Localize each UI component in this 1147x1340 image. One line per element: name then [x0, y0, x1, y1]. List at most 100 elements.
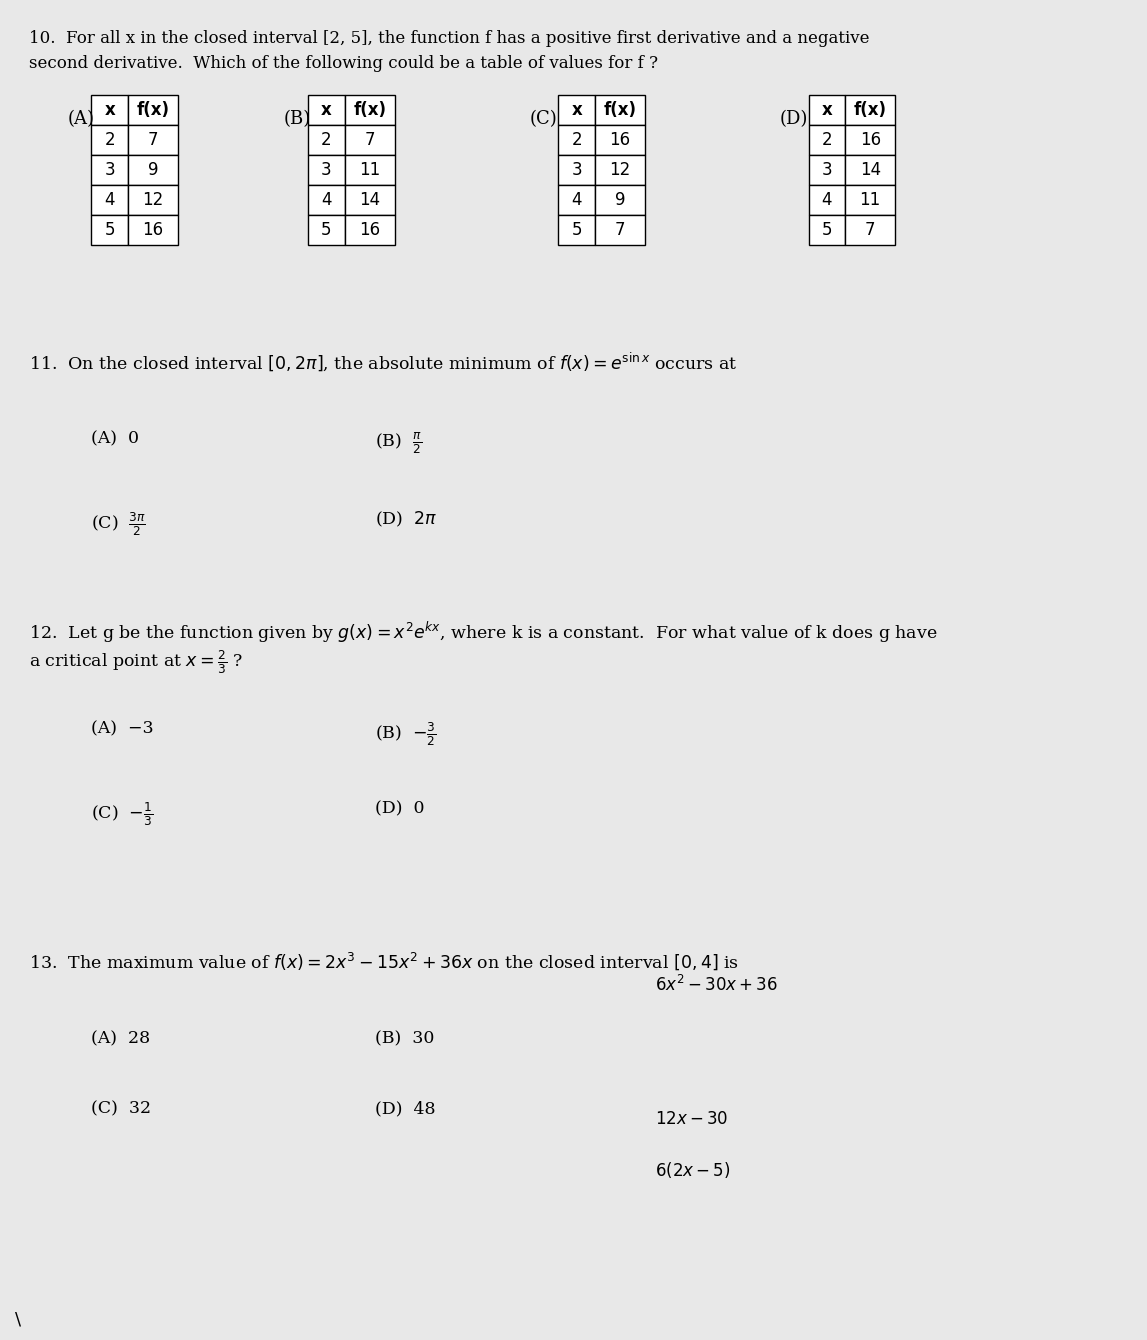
Bar [128, 214, 178, 245]
Bar [845, 95, 896, 125]
Text: 5: 5 [104, 221, 115, 239]
Text: f(x): f(x) [136, 100, 170, 119]
Text: 3: 3 [821, 161, 833, 180]
Bar [595, 95, 645, 125]
Text: 2: 2 [571, 131, 582, 149]
Text: 5: 5 [821, 221, 833, 239]
Bar [128, 125, 178, 155]
Bar [595, 214, 645, 245]
Bar [595, 125, 645, 155]
Bar [595, 185, 645, 214]
Text: x: x [571, 100, 582, 119]
Text: (D)  $2\pi$: (D) $2\pi$ [375, 511, 438, 529]
Text: 2: 2 [104, 131, 115, 149]
Text: 9: 9 [148, 161, 158, 180]
Text: x: x [104, 100, 115, 119]
Text: 12: 12 [609, 161, 631, 180]
Text: 10.  For all x in the closed interval [2, 5], the function f has a positive firs: 10. For all x in the closed interval [2,… [29, 29, 869, 47]
Text: 12: 12 [142, 192, 164, 209]
Text: $6(2x - 5)$: $6(2x - 5)$ [655, 1160, 731, 1181]
Bar [128, 155, 178, 185]
Text: x: x [321, 100, 331, 119]
Text: (A): (A) [68, 110, 94, 129]
Bar [92, 214, 128, 245]
Text: (D)  48: (D) 48 [375, 1100, 436, 1118]
Bar [809, 185, 845, 214]
Bar [309, 155, 344, 185]
Bar [845, 125, 896, 155]
Text: 4: 4 [821, 192, 833, 209]
Text: $12x - 30$: $12x - 30$ [655, 1110, 728, 1128]
Text: 5: 5 [571, 221, 582, 239]
Text: 11.  On the closed interval $[0, 2\pi]$, the absolute minimum of $f(x) = e^{\sin: 11. On the closed interval $[0, 2\pi]$, … [29, 350, 738, 373]
Text: (D): (D) [780, 110, 809, 129]
Text: (A)  0: (A) 0 [92, 430, 140, 448]
Text: $\backslash$: $\backslash$ [15, 1311, 23, 1328]
Text: (D)  0: (D) 0 [375, 800, 424, 817]
Text: 4: 4 [104, 192, 115, 209]
Bar [559, 125, 595, 155]
Text: 7: 7 [365, 131, 375, 149]
Bar [344, 95, 395, 125]
Bar [344, 185, 395, 214]
Text: f(x): f(x) [353, 100, 387, 119]
Text: f(x): f(x) [603, 100, 637, 119]
Bar [845, 214, 896, 245]
Text: 9: 9 [615, 192, 625, 209]
Bar [809, 125, 845, 155]
Bar [559, 95, 595, 125]
Text: 12.  Let g be the function given by $g(x) = x^2 e^{kx}$, where k is a constant. : 12. Let g be the function given by $g(x)… [29, 620, 937, 645]
Bar [809, 155, 845, 185]
Text: 14: 14 [859, 161, 881, 180]
Text: (C)  32: (C) 32 [92, 1100, 151, 1118]
Bar [559, 185, 595, 214]
Text: 11: 11 [859, 192, 881, 209]
Bar [309, 95, 344, 125]
Text: 14: 14 [359, 192, 380, 209]
Bar [92, 185, 128, 214]
Text: 16: 16 [859, 131, 881, 149]
Text: (B)  30: (B) 30 [375, 1030, 435, 1047]
Text: (A)  −3: (A) −3 [92, 720, 154, 737]
Bar [845, 185, 896, 214]
Text: 4: 4 [321, 192, 331, 209]
Text: 16: 16 [609, 131, 631, 149]
Text: 11: 11 [359, 161, 381, 180]
Text: 7: 7 [148, 131, 158, 149]
Text: (B)  $-\frac{3}{2}$: (B) $-\frac{3}{2}$ [375, 720, 437, 748]
Text: 4: 4 [571, 192, 582, 209]
Text: 3: 3 [104, 161, 115, 180]
Bar [344, 125, 395, 155]
Text: 3: 3 [321, 161, 331, 180]
Text: (B): (B) [284, 110, 311, 129]
Bar [595, 155, 645, 185]
Text: 7: 7 [865, 221, 875, 239]
Text: (C)  $-\frac{1}{3}$: (C) $-\frac{1}{3}$ [92, 800, 154, 828]
Bar [809, 95, 845, 125]
Bar [309, 214, 344, 245]
Text: 2: 2 [321, 131, 331, 149]
Text: (A)  28: (A) 28 [92, 1030, 150, 1047]
Text: 5: 5 [321, 221, 331, 239]
Bar [92, 155, 128, 185]
Bar [128, 185, 178, 214]
Text: (B)  $\frac{\pi}{2}$: (B) $\frac{\pi}{2}$ [375, 430, 422, 456]
Bar [92, 125, 128, 155]
Text: 16: 16 [359, 221, 380, 239]
Bar [845, 155, 896, 185]
Text: (C)  $\frac{3\pi}{2}$: (C) $\frac{3\pi}{2}$ [92, 511, 147, 537]
Text: 13.  The maximum value of $f(x) = 2x^3 - 15x^2 + 36x$ on the closed interval $[0: 13. The maximum value of $f(x) = 2x^3 - … [29, 950, 739, 972]
Text: 16: 16 [142, 221, 164, 239]
Bar [128, 95, 178, 125]
Bar [92, 95, 128, 125]
Bar [559, 155, 595, 185]
Text: second derivative.  Which of the following could be a table of values for f ?: second derivative. Which of the followin… [29, 55, 658, 72]
Text: a critical point at $x = \frac{2}{3}$ ?: a critical point at $x = \frac{2}{3}$ ? [29, 649, 243, 675]
Text: f(x): f(x) [853, 100, 887, 119]
Text: 7: 7 [615, 221, 625, 239]
Bar [559, 214, 595, 245]
Bar [309, 125, 344, 155]
Text: $6x^2 - 30x + 36$: $6x^2 - 30x + 36$ [655, 976, 778, 996]
Text: 2: 2 [821, 131, 833, 149]
Bar [809, 214, 845, 245]
